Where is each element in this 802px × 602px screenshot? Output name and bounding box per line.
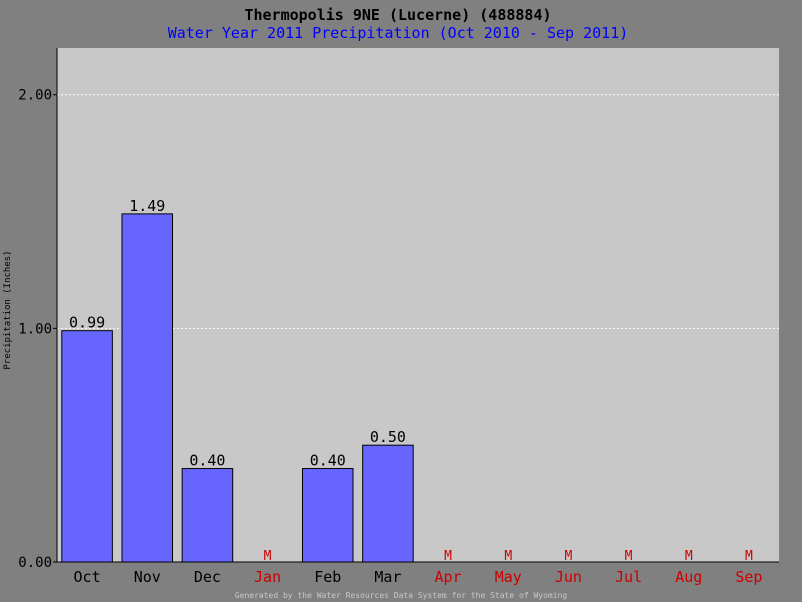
- missing-label-may: M: [504, 549, 512, 564]
- data-label-feb: 0.40: [310, 452, 346, 470]
- chart-subtitle: Water Year 2011 Precipitation (Oct 2010 …: [168, 24, 629, 42]
- footer-note: Generated by the Water Resources Data Sy…: [235, 591, 568, 600]
- missing-label-aug: M: [685, 549, 693, 564]
- y-axis-label: Precipitation (Inches): [3, 250, 13, 369]
- x-tick-label-dec: Dec: [194, 568, 221, 586]
- data-label-mar: 0.50: [370, 428, 406, 446]
- x-tick-label-apr: Apr: [435, 568, 462, 586]
- missing-label-jul: M: [625, 549, 633, 564]
- bar-oct: [61, 330, 113, 563]
- plot-area: [57, 48, 779, 562]
- y-tick-label: 1.00: [18, 321, 52, 337]
- chart-title: Thermopolis 9NE (Lucerne) (488884): [244, 6, 551, 24]
- missing-label-apr: M: [444, 549, 452, 564]
- x-tick-label-may: May: [495, 568, 522, 586]
- bars: [61, 213, 414, 563]
- missing-label-sep: M: [745, 549, 753, 564]
- x-tick-label-nov: Nov: [134, 568, 161, 586]
- missing-label-jan: M: [264, 549, 272, 564]
- bar-dec: [181, 468, 234, 563]
- bar-mar: [362, 444, 414, 563]
- x-tick-label-jul: Jul: [615, 568, 642, 586]
- x-tick-label-jan: Jan: [254, 568, 281, 586]
- x-tick-label-jun: Jun: [555, 568, 582, 586]
- x-tick-label-mar: Mar: [374, 568, 401, 586]
- gridlines: [57, 94, 779, 329]
- x-tick-label-oct: Oct: [74, 568, 101, 586]
- data-label-oct: 0.99: [69, 314, 105, 332]
- missing-label-jun: M: [565, 549, 573, 564]
- axes: 0.00 1.00 2.00: [18, 48, 779, 571]
- x-tick-label-aug: Aug: [675, 568, 702, 586]
- y-tick-label: 2.00: [18, 88, 52, 104]
- data-label-nov: 1.49: [129, 197, 165, 215]
- x-tick-label-sep: Sep: [735, 568, 762, 586]
- y-tick-label: 0.00: [18, 555, 52, 571]
- data-label-dec: 0.40: [189, 452, 225, 470]
- bar-feb: [301, 468, 354, 563]
- bar-nov: [121, 213, 174, 563]
- labels: 0.99 Oct 1.49 Nov 0.40 Dec M Jan 0.40 Feb 0.50 Mar M…: [69, 197, 762, 586]
- x-tick-label-feb: Feb: [314, 568, 341, 586]
